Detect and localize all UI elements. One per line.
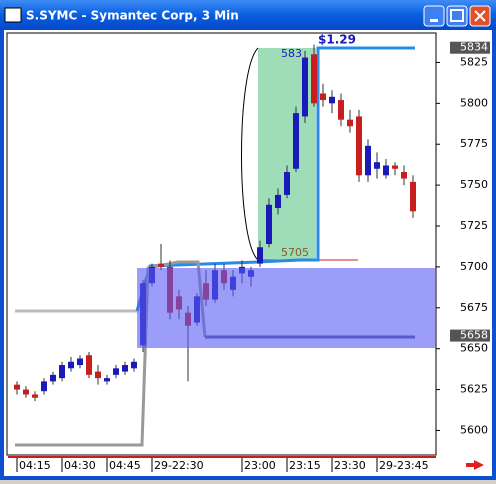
candle-body [338, 100, 344, 120]
candle-body [275, 194, 281, 209]
time-bar [8, 456, 436, 458]
x-tick-label: 29-22:30 [154, 459, 204, 472]
candle-body [113, 368, 119, 375]
y-tick-label: 5775 [460, 137, 488, 150]
candle-body [320, 93, 326, 101]
candle-body [347, 119, 353, 127]
x-tick-label: 23:30 [334, 459, 366, 472]
candle-body [257, 247, 263, 264]
y-tick-label: 5675 [460, 301, 488, 314]
y-tick-label: 5800 [460, 96, 488, 109]
y-tick-label: 5725 [460, 219, 488, 232]
candle-body [50, 374, 56, 382]
candle-body [122, 365, 128, 372]
x-tick-label: 04:15 [19, 459, 51, 472]
window-title: S.SYMC - Symantec Corp, 3 Min [26, 9, 239, 23]
candle-body [365, 145, 371, 176]
x-tick-label: 23:00 [244, 459, 276, 472]
x-tick-label: 23:15 [289, 459, 321, 472]
candle-body [329, 96, 335, 104]
price-marker-box [450, 329, 490, 342]
x-tick-label: 29-23:45 [379, 459, 429, 472]
candle-body [32, 394, 38, 398]
y-tick-label: 5625 [460, 383, 488, 396]
candle-body [86, 355, 92, 375]
candle-body [14, 384, 20, 390]
candle-body [158, 263, 164, 267]
plot-area [6, 32, 437, 456]
range-arc [241, 47, 259, 261]
zone-box [137, 268, 436, 348]
price-marker-label: 5658 [460, 329, 488, 342]
y-tick-label: 5650 [460, 342, 488, 355]
app-icon [4, 7, 22, 23]
y-tick-label: 5750 [460, 178, 488, 191]
y-tick-label: 5600 [460, 423, 488, 436]
candle-body [383, 165, 389, 176]
candle-body [77, 358, 83, 366]
y-tick-label: 5700 [460, 260, 488, 273]
candle-body [23, 389, 29, 395]
price-marker-label: 5834 [460, 41, 488, 54]
candle-body [392, 165, 398, 169]
candle-body [266, 204, 272, 244]
range-low-label: 5705 [281, 246, 309, 259]
candle-body [284, 172, 290, 195]
grid [436, 61, 440, 431]
price-marker-box [450, 41, 490, 54]
close-icon [474, 10, 486, 22]
candle-body [311, 54, 317, 104]
candle-body [41, 381, 47, 392]
candle-body [374, 162, 380, 169]
y-tick-label: 5825 [460, 55, 488, 68]
candle-body [104, 378, 110, 382]
title-bar [0, 0, 496, 30]
range-high-label: 583 [281, 47, 302, 60]
candle-body [401, 172, 407, 179]
scroll-arrow[interactable] [466, 460, 484, 470]
candle-body [302, 57, 308, 117]
x-tick-label: 04:30 [64, 459, 96, 472]
candle-body [95, 371, 101, 379]
candle-body [356, 116, 362, 176]
candle-body [293, 113, 299, 169]
trend-line [135, 46, 415, 312]
candle-body [131, 361, 137, 369]
minimize-icon [430, 19, 438, 22]
change-label: $1.29 [318, 33, 356, 47]
candle-body [410, 181, 416, 212]
x-tick-label: 04:45 [109, 459, 141, 472]
candle-body [68, 361, 74, 369]
maximize-icon [450, 9, 464, 22]
minimize-button[interactable] [423, 5, 445, 27]
candle-body [59, 365, 65, 379]
